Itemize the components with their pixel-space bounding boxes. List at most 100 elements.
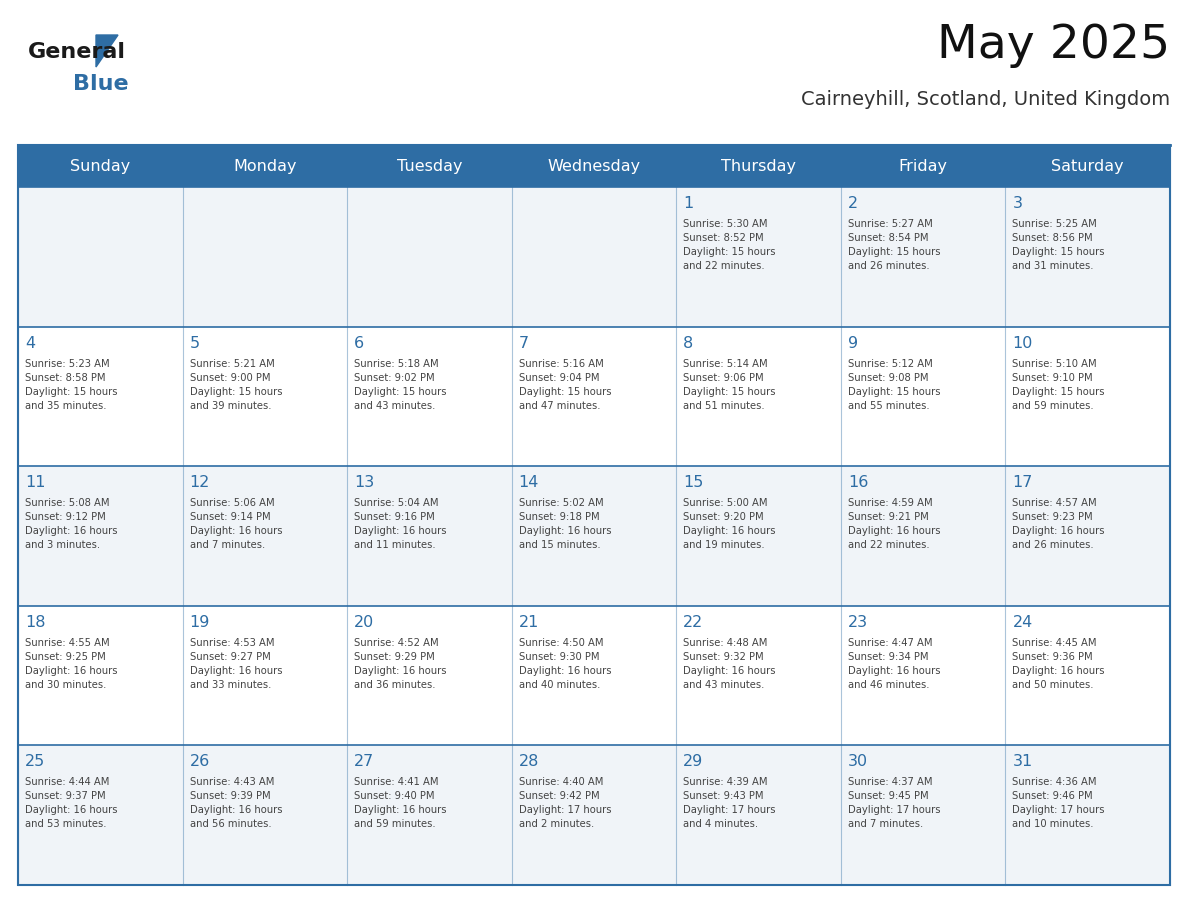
- Text: Sunrise: 5:18 AM
Sunset: 9:02 PM
Daylight: 15 hours
and 43 minutes.: Sunrise: 5:18 AM Sunset: 9:02 PM Dayligh…: [354, 359, 447, 410]
- FancyBboxPatch shape: [347, 606, 512, 745]
- FancyBboxPatch shape: [18, 187, 183, 327]
- FancyBboxPatch shape: [18, 145, 1170, 187]
- FancyBboxPatch shape: [676, 745, 841, 885]
- FancyBboxPatch shape: [841, 606, 1005, 745]
- Text: Sunrise: 4:53 AM
Sunset: 9:27 PM
Daylight: 16 hours
and 33 minutes.: Sunrise: 4:53 AM Sunset: 9:27 PM Dayligh…: [190, 638, 282, 689]
- FancyBboxPatch shape: [183, 745, 347, 885]
- FancyBboxPatch shape: [841, 466, 1005, 606]
- Text: 1: 1: [683, 196, 694, 211]
- Text: 24: 24: [1012, 615, 1032, 630]
- Text: Sunrise: 4:40 AM
Sunset: 9:42 PM
Daylight: 17 hours
and 2 minutes.: Sunrise: 4:40 AM Sunset: 9:42 PM Dayligh…: [519, 778, 611, 829]
- Text: 27: 27: [354, 755, 374, 769]
- Text: 6: 6: [354, 336, 365, 351]
- Text: 7: 7: [519, 336, 529, 351]
- FancyBboxPatch shape: [347, 327, 512, 466]
- Text: Sunrise: 4:57 AM
Sunset: 9:23 PM
Daylight: 16 hours
and 26 minutes.: Sunrise: 4:57 AM Sunset: 9:23 PM Dayligh…: [1012, 498, 1105, 550]
- FancyBboxPatch shape: [18, 466, 183, 606]
- FancyBboxPatch shape: [347, 466, 512, 606]
- Text: 28: 28: [519, 755, 539, 769]
- Text: 14: 14: [519, 476, 539, 490]
- Text: 22: 22: [683, 615, 703, 630]
- Text: Sunrise: 4:36 AM
Sunset: 9:46 PM
Daylight: 17 hours
and 10 minutes.: Sunrise: 4:36 AM Sunset: 9:46 PM Dayligh…: [1012, 778, 1105, 829]
- FancyBboxPatch shape: [512, 327, 676, 466]
- Text: 23: 23: [848, 615, 868, 630]
- Text: Thursday: Thursday: [721, 159, 796, 174]
- Text: 20: 20: [354, 615, 374, 630]
- FancyBboxPatch shape: [1005, 466, 1170, 606]
- Text: 8: 8: [683, 336, 694, 351]
- Text: Sunrise: 4:47 AM
Sunset: 9:34 PM
Daylight: 16 hours
and 46 minutes.: Sunrise: 4:47 AM Sunset: 9:34 PM Dayligh…: [848, 638, 941, 689]
- Text: Wednesday: Wednesday: [548, 159, 640, 174]
- Text: Sunrise: 4:55 AM
Sunset: 9:25 PM
Daylight: 16 hours
and 30 minutes.: Sunrise: 4:55 AM Sunset: 9:25 PM Dayligh…: [25, 638, 118, 689]
- FancyBboxPatch shape: [18, 327, 183, 466]
- FancyBboxPatch shape: [1005, 187, 1170, 327]
- Text: Sunrise: 4:37 AM
Sunset: 9:45 PM
Daylight: 17 hours
and 7 minutes.: Sunrise: 4:37 AM Sunset: 9:45 PM Dayligh…: [848, 778, 941, 829]
- Text: Blue: Blue: [72, 74, 128, 94]
- Text: Sunrise: 5:08 AM
Sunset: 9:12 PM
Daylight: 16 hours
and 3 minutes.: Sunrise: 5:08 AM Sunset: 9:12 PM Dayligh…: [25, 498, 118, 550]
- FancyBboxPatch shape: [18, 606, 183, 745]
- Text: 11: 11: [25, 476, 45, 490]
- FancyBboxPatch shape: [512, 606, 676, 745]
- Text: 5: 5: [190, 336, 200, 351]
- FancyBboxPatch shape: [183, 187, 347, 327]
- Text: 19: 19: [190, 615, 210, 630]
- FancyBboxPatch shape: [1005, 606, 1170, 745]
- Text: Sunrise: 5:04 AM
Sunset: 9:16 PM
Daylight: 16 hours
and 11 minutes.: Sunrise: 5:04 AM Sunset: 9:16 PM Dayligh…: [354, 498, 447, 550]
- Text: Sunrise: 5:14 AM
Sunset: 9:06 PM
Daylight: 15 hours
and 51 minutes.: Sunrise: 5:14 AM Sunset: 9:06 PM Dayligh…: [683, 359, 776, 410]
- Text: Sunrise: 4:50 AM
Sunset: 9:30 PM
Daylight: 16 hours
and 40 minutes.: Sunrise: 4:50 AM Sunset: 9:30 PM Dayligh…: [519, 638, 611, 689]
- Text: Sunrise: 4:59 AM
Sunset: 9:21 PM
Daylight: 16 hours
and 22 minutes.: Sunrise: 4:59 AM Sunset: 9:21 PM Dayligh…: [848, 498, 941, 550]
- Text: Sunrise: 4:44 AM
Sunset: 9:37 PM
Daylight: 16 hours
and 53 minutes.: Sunrise: 4:44 AM Sunset: 9:37 PM Dayligh…: [25, 778, 118, 829]
- Text: 3: 3: [1012, 196, 1023, 211]
- Text: Sunday: Sunday: [70, 159, 131, 174]
- Text: 18: 18: [25, 615, 45, 630]
- FancyBboxPatch shape: [512, 745, 676, 885]
- FancyBboxPatch shape: [676, 327, 841, 466]
- Text: Sunrise: 4:43 AM
Sunset: 9:39 PM
Daylight: 16 hours
and 56 minutes.: Sunrise: 4:43 AM Sunset: 9:39 PM Dayligh…: [190, 778, 282, 829]
- Text: 12: 12: [190, 476, 210, 490]
- FancyBboxPatch shape: [347, 187, 512, 327]
- FancyBboxPatch shape: [841, 745, 1005, 885]
- FancyBboxPatch shape: [347, 745, 512, 885]
- Text: Sunrise: 5:27 AM
Sunset: 8:54 PM
Daylight: 15 hours
and 26 minutes.: Sunrise: 5:27 AM Sunset: 8:54 PM Dayligh…: [848, 219, 941, 271]
- Text: 4: 4: [25, 336, 36, 351]
- Text: May 2025: May 2025: [937, 23, 1170, 68]
- Text: 25: 25: [25, 755, 45, 769]
- Text: 13: 13: [354, 476, 374, 490]
- Text: Sunrise: 4:45 AM
Sunset: 9:36 PM
Daylight: 16 hours
and 50 minutes.: Sunrise: 4:45 AM Sunset: 9:36 PM Dayligh…: [1012, 638, 1105, 689]
- Text: General: General: [29, 42, 126, 62]
- Text: Sunrise: 5:06 AM
Sunset: 9:14 PM
Daylight: 16 hours
and 7 minutes.: Sunrise: 5:06 AM Sunset: 9:14 PM Dayligh…: [190, 498, 282, 550]
- FancyBboxPatch shape: [1005, 745, 1170, 885]
- Text: Monday: Monday: [233, 159, 297, 174]
- FancyBboxPatch shape: [676, 466, 841, 606]
- FancyBboxPatch shape: [512, 466, 676, 606]
- FancyBboxPatch shape: [841, 327, 1005, 466]
- Text: Sunrise: 4:48 AM
Sunset: 9:32 PM
Daylight: 16 hours
and 43 minutes.: Sunrise: 4:48 AM Sunset: 9:32 PM Dayligh…: [683, 638, 776, 689]
- Text: 10: 10: [1012, 336, 1032, 351]
- FancyBboxPatch shape: [512, 187, 676, 327]
- Text: Sunrise: 5:30 AM
Sunset: 8:52 PM
Daylight: 15 hours
and 22 minutes.: Sunrise: 5:30 AM Sunset: 8:52 PM Dayligh…: [683, 219, 776, 271]
- Text: 9: 9: [848, 336, 858, 351]
- Text: Sunrise: 5:16 AM
Sunset: 9:04 PM
Daylight: 15 hours
and 47 minutes.: Sunrise: 5:16 AM Sunset: 9:04 PM Dayligh…: [519, 359, 611, 410]
- Text: Sunrise: 5:21 AM
Sunset: 9:00 PM
Daylight: 15 hours
and 39 minutes.: Sunrise: 5:21 AM Sunset: 9:00 PM Dayligh…: [190, 359, 282, 410]
- Text: Sunrise: 5:00 AM
Sunset: 9:20 PM
Daylight: 16 hours
and 19 minutes.: Sunrise: 5:00 AM Sunset: 9:20 PM Dayligh…: [683, 498, 776, 550]
- FancyBboxPatch shape: [183, 466, 347, 606]
- Text: 29: 29: [683, 755, 703, 769]
- FancyBboxPatch shape: [1005, 327, 1170, 466]
- Text: 30: 30: [848, 755, 868, 769]
- Text: Sunrise: 4:41 AM
Sunset: 9:40 PM
Daylight: 16 hours
and 59 minutes.: Sunrise: 4:41 AM Sunset: 9:40 PM Dayligh…: [354, 778, 447, 829]
- Text: Sunrise: 4:39 AM
Sunset: 9:43 PM
Daylight: 17 hours
and 4 minutes.: Sunrise: 4:39 AM Sunset: 9:43 PM Dayligh…: [683, 778, 776, 829]
- Text: Cairneyhill, Scotland, United Kingdom: Cairneyhill, Scotland, United Kingdom: [801, 90, 1170, 109]
- FancyBboxPatch shape: [183, 606, 347, 745]
- Text: Saturday: Saturday: [1051, 159, 1124, 174]
- Text: 31: 31: [1012, 755, 1032, 769]
- Text: Friday: Friday: [898, 159, 948, 174]
- Text: Tuesday: Tuesday: [397, 159, 462, 174]
- Polygon shape: [96, 35, 118, 67]
- FancyBboxPatch shape: [676, 187, 841, 327]
- Text: Sunrise: 5:25 AM
Sunset: 8:56 PM
Daylight: 15 hours
and 31 minutes.: Sunrise: 5:25 AM Sunset: 8:56 PM Dayligh…: [1012, 219, 1105, 271]
- FancyBboxPatch shape: [18, 745, 183, 885]
- Text: 21: 21: [519, 615, 539, 630]
- Text: Sunrise: 5:02 AM
Sunset: 9:18 PM
Daylight: 16 hours
and 15 minutes.: Sunrise: 5:02 AM Sunset: 9:18 PM Dayligh…: [519, 498, 611, 550]
- FancyBboxPatch shape: [841, 187, 1005, 327]
- FancyBboxPatch shape: [183, 327, 347, 466]
